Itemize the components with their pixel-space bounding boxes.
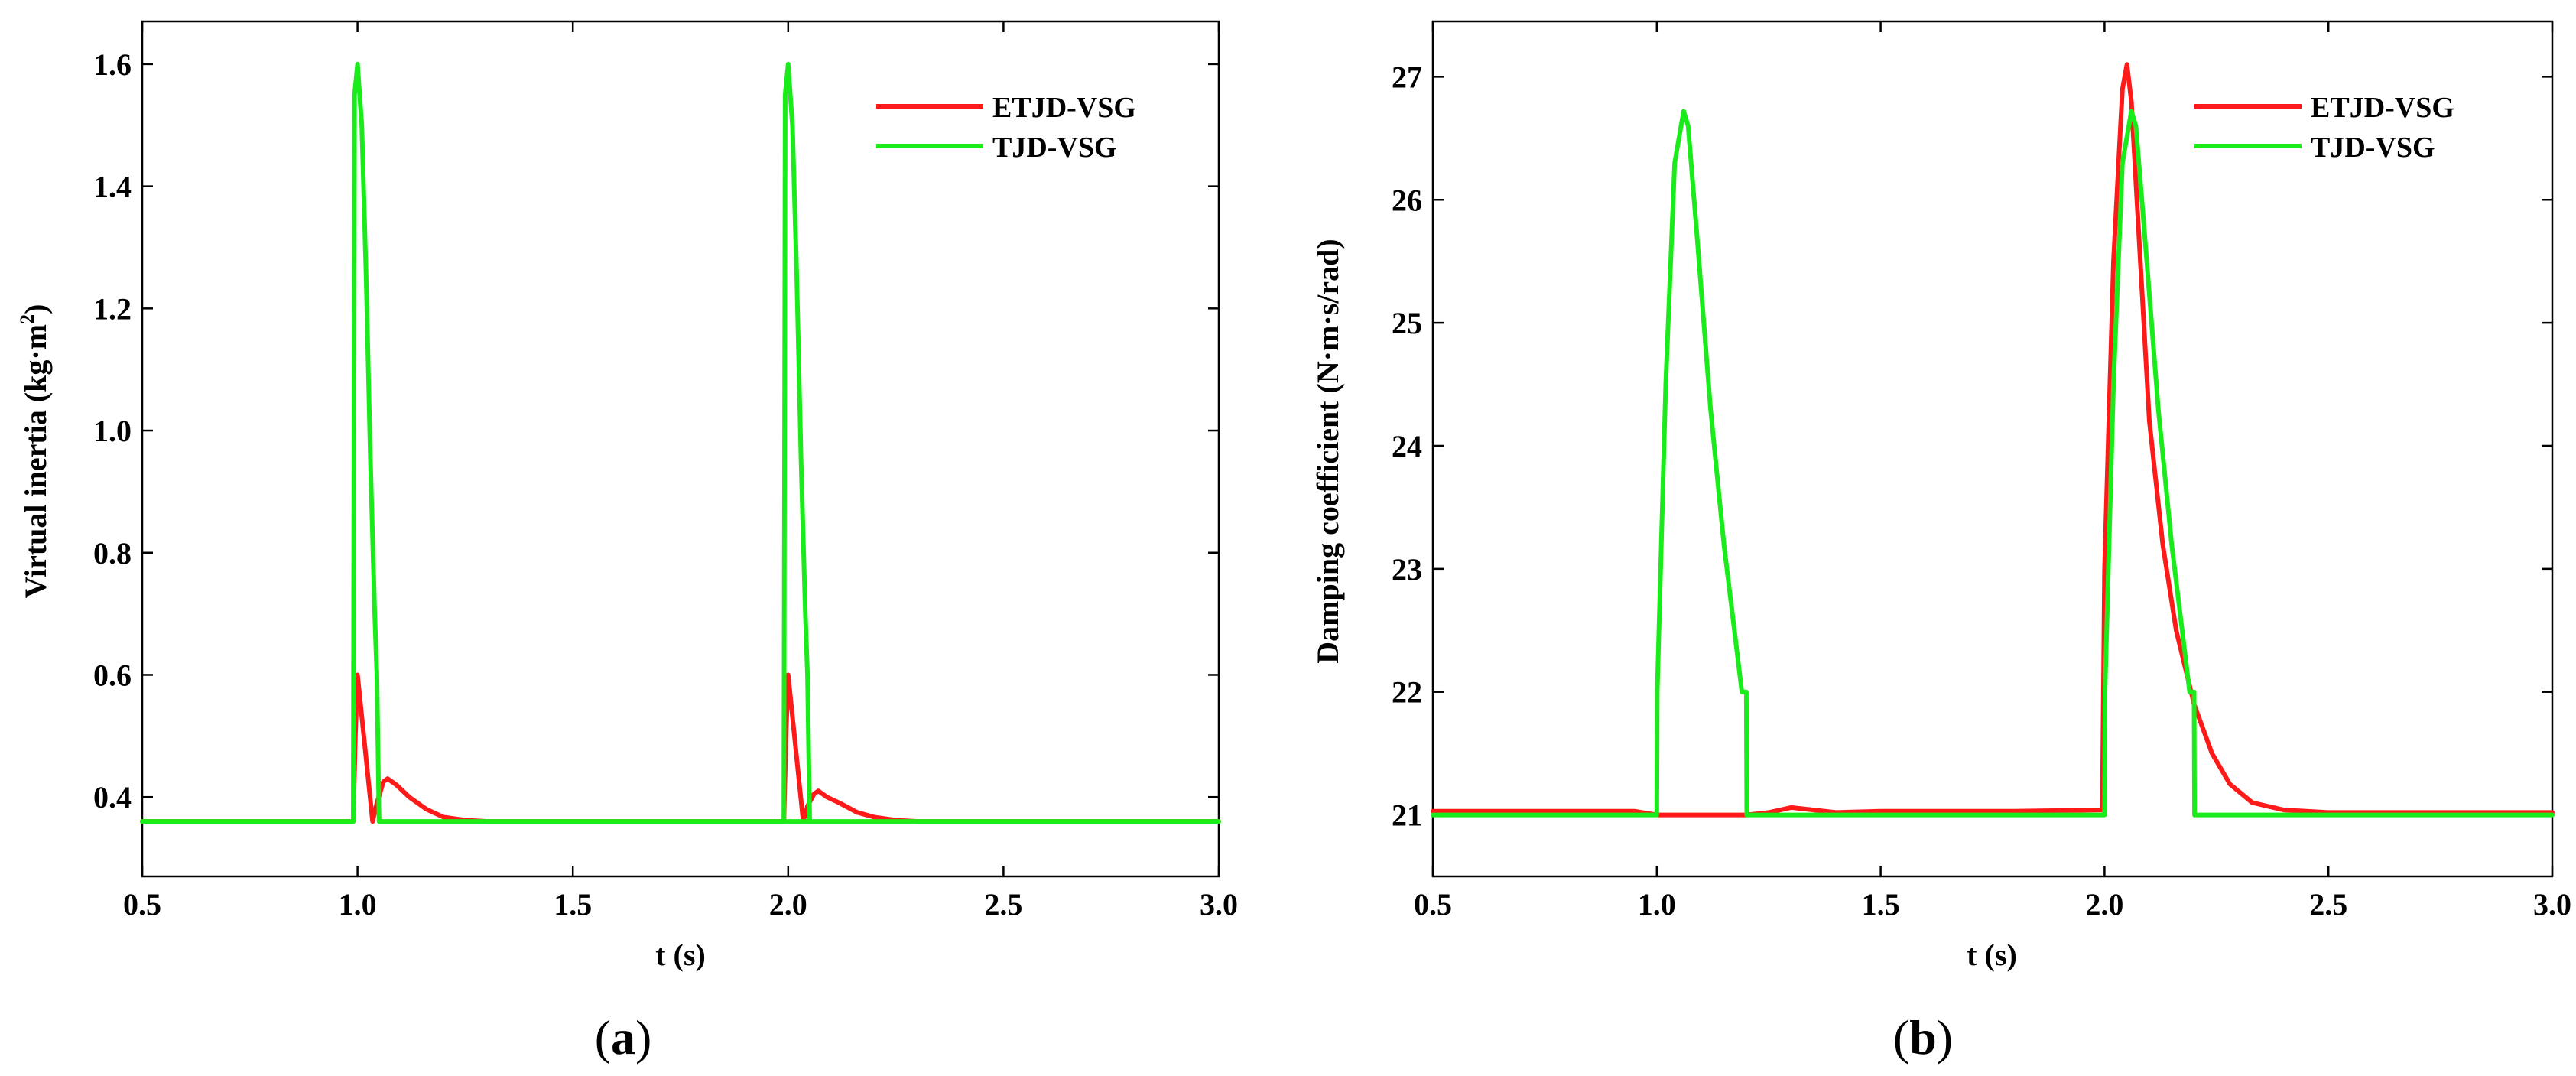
panel-b: 0.5 1.0 1.5 2.0 2.5 3.0 21 22 23 24 25 26 27 ETJD-VS… xyxy=(1311,20,2571,1065)
x-tick-label: 3.0 xyxy=(1200,887,1238,922)
panel-label-b-letter: b xyxy=(1909,1010,1937,1065)
y-tick-label: 0.4 xyxy=(93,780,132,814)
x-tick-label: 2.5 xyxy=(2309,887,2347,922)
x-tick-label: 0.5 xyxy=(1414,887,1452,922)
x-axis-label-b: t (s) xyxy=(1967,938,2017,972)
legend-b: ETJD-VSG TJD-VSG xyxy=(2194,92,2454,164)
legend-label-tjd-b: TJD-VSG xyxy=(2311,132,2435,164)
panel-label-a: (a) xyxy=(595,1010,652,1065)
x-tick-label: 2.0 xyxy=(769,887,807,922)
y-tick-label: 22 xyxy=(1392,675,1422,710)
x-tick-label: 1.0 xyxy=(339,887,377,922)
x-tick-label: 2.5 xyxy=(984,887,1022,922)
series-line-etjd-vsg-b xyxy=(1431,62,2555,818)
y-tick-label: 0.8 xyxy=(93,536,132,571)
panel-label-b: (b) xyxy=(1893,1010,1953,1065)
x-tick-label: 1.5 xyxy=(554,887,592,922)
x-tick-label: 0.5 xyxy=(123,887,161,922)
y-tick-label: 21 xyxy=(1392,798,1422,833)
x-tick-label: 2.0 xyxy=(2085,887,2123,922)
series-line-tjd-vsg-a xyxy=(140,61,1221,824)
series-line-etjd-vsg-a xyxy=(140,672,1221,824)
plot-frame-b xyxy=(1431,20,2554,878)
legend-label-tjd-a: TJD-VSG xyxy=(992,132,1117,164)
y-tick-label: 26 xyxy=(1392,183,1422,217)
x-tick-label: 3.0 xyxy=(2533,887,2571,922)
y-tick-label: 24 xyxy=(1392,429,1422,463)
x-axis-label-a: t (s) xyxy=(655,938,706,972)
y-axis-label-b: Damping coefficient (N·m·s/rad) xyxy=(1311,239,1345,663)
y-tick-label: 27 xyxy=(1392,60,1422,94)
y-tick-label: 1.0 xyxy=(93,414,132,448)
panel-a: 0.5 1.0 1.5 2.0 2.5 3.00.40.60.81.01.21.41.6 … xyxy=(16,20,1238,1065)
y-tick-label: 23 xyxy=(1392,552,1422,587)
y-tick-label: 1.2 xyxy=(93,291,132,326)
legend-label-etjd-a: ETJD-VSG xyxy=(992,92,1136,124)
y-axis-label-a-main: Virtual inertia (kg·m xyxy=(18,324,53,598)
series-a xyxy=(140,61,1221,824)
panel-label-a-letter: a xyxy=(611,1010,635,1065)
x-tick-label: 1.0 xyxy=(1638,887,1676,922)
ticks-b: 0.5 1.0 1.5 2.0 2.5 3.0 21 22 23 24 25 26 27 xyxy=(1392,21,2571,922)
series-line-tjd-vsg-b xyxy=(1431,109,2555,818)
y-axis-label-a: Virtual inertia (kg·m2) xyxy=(16,304,53,599)
y-tick-label: 1.6 xyxy=(93,47,132,82)
y-axis-label-a-sup: 2 xyxy=(16,314,38,324)
plot-frame-a xyxy=(141,20,1220,878)
x-tick-label: 1.5 xyxy=(1862,887,1900,922)
y-tick-label: 1.4 xyxy=(93,170,132,204)
y-tick-label: 25 xyxy=(1392,306,1422,340)
y-axis-label-a-close: ) xyxy=(18,304,53,314)
series-b xyxy=(1431,62,2555,818)
ticks-a: 0.5 1.0 1.5 2.0 2.5 3.0 0.4 0.6 0.8 1.0 1.2 1.4 1.6 xyxy=(93,21,1238,922)
legend-label-etjd-b: ETJD-VSG xyxy=(2311,92,2454,124)
legend-a: ETJD-VSG TJD-VSG xyxy=(876,92,1136,164)
y-tick-label: 0.6 xyxy=(93,658,132,692)
